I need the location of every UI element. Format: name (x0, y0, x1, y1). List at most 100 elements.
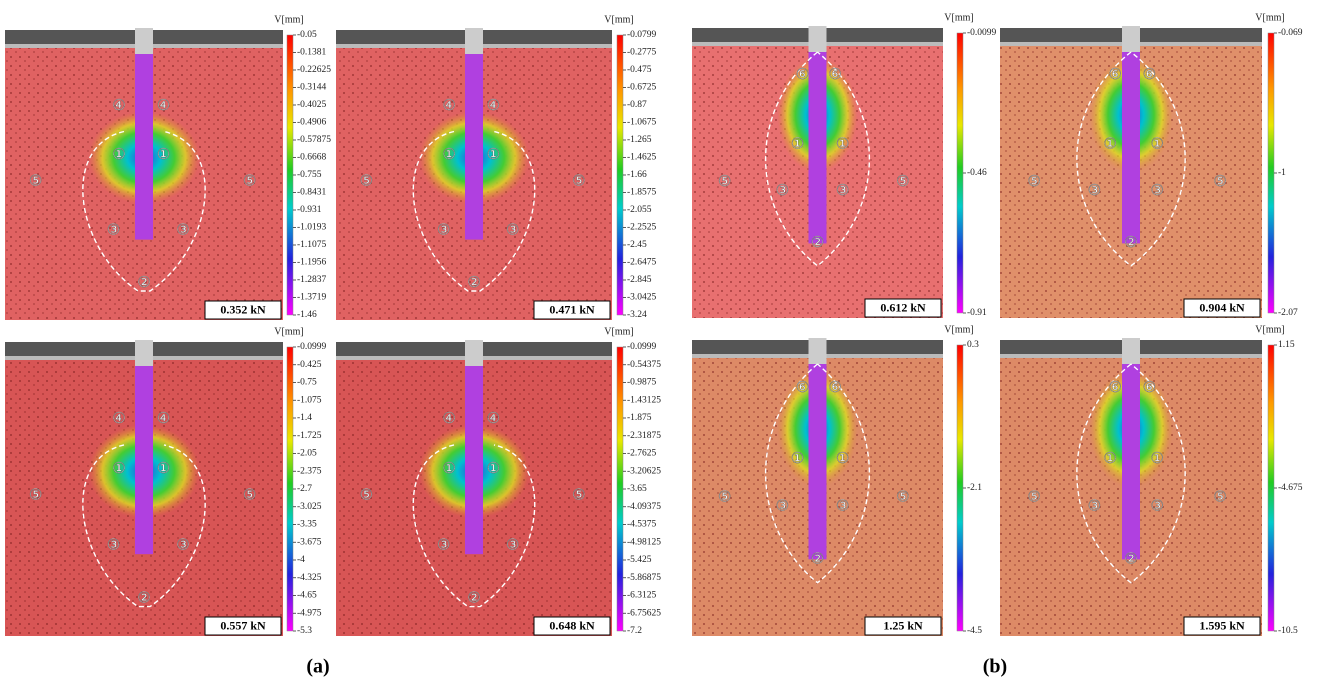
region-label: ③ (506, 535, 519, 553)
colorbar-label: -1.4 (297, 413, 312, 423)
colorbar-label: -1.46 (297, 310, 317, 320)
region-label: ① (487, 145, 500, 163)
colorbar-label: -1.2837 (297, 275, 327, 285)
colorbar-label: -5.425 (627, 555, 652, 565)
clamp (135, 28, 153, 58)
outline (1076, 51, 1186, 267)
colorbar (1267, 32, 1275, 314)
colorbar-label: -1.1075 (297, 240, 327, 250)
region-label: ⑥ (1143, 65, 1156, 83)
region-label: ⑤ (896, 172, 909, 190)
region-label: ⑤ (1027, 172, 1040, 190)
region-label: ③ (836, 496, 849, 514)
colorbar-label: -0.1381 (297, 48, 327, 58)
region-label: ② (467, 273, 480, 291)
load-box (1183, 298, 1261, 318)
outline (764, 363, 871, 584)
colorbar-label: -0.6668 (297, 153, 327, 163)
region-label: ① (1103, 449, 1116, 467)
region-label: ④ (487, 96, 500, 114)
colorbar-unit: V[mm] (274, 326, 303, 337)
region-label: ① (112, 145, 125, 163)
colorbar-label: -5.3 (297, 626, 312, 636)
region-label: ③ (1150, 496, 1163, 514)
region-label: ③ (107, 221, 120, 239)
stem (135, 54, 153, 240)
colorbar-label: -0.0099 (967, 28, 997, 38)
region-label: ④ (112, 96, 125, 114)
region-label: ② (1124, 233, 1137, 251)
region-label: ② (811, 233, 824, 251)
colorbar (616, 346, 624, 632)
colorbar-label: -3.24 (627, 310, 647, 320)
region-label: ③ (176, 535, 189, 553)
region-label: ⑤ (1213, 487, 1226, 505)
colorbar-label: -1.875 (627, 413, 652, 423)
outline (1076, 363, 1186, 584)
region-label: ⑥ (828, 378, 841, 396)
colorbar-label: -0.2775 (627, 48, 657, 58)
colorbar-label: -1.0193 (297, 223, 327, 233)
colorbar-unit: V[mm] (274, 14, 303, 25)
colorbar-label: -2.05 (297, 449, 317, 459)
region-label: ② (137, 273, 150, 291)
colorbar-label: -2.845 (627, 275, 652, 285)
region-label: ⑤ (243, 485, 256, 503)
colorbar-label: -1.43125 (627, 395, 661, 405)
colorbar-label: -2.31875 (627, 431, 661, 441)
colorbar-label: -2.1 (967, 483, 982, 493)
colorbar-label: -0.54375 (627, 360, 661, 370)
colorbar-label: -0.4906 (297, 118, 327, 128)
region-label: ⑤ (572, 485, 585, 503)
region-label: ④ (487, 409, 500, 427)
colorbar-label: -0.4025 (297, 100, 327, 110)
colorbar-label: -0.9875 (627, 378, 657, 388)
colorbar-label: -4.5375 (627, 520, 657, 530)
clamp (465, 340, 483, 370)
colorbar-unit: V[mm] (1255, 12, 1284, 23)
colorbar-label: -0.6725 (627, 83, 657, 93)
region-label: ③ (776, 496, 789, 514)
outline (82, 130, 206, 292)
colorbar-label: -2.7 (297, 484, 312, 494)
region-label: ③ (1088, 496, 1101, 514)
region-label: ① (836, 135, 849, 153)
colorbar (956, 32, 964, 314)
colorbar-label: -1.4625 (627, 153, 657, 163)
region-label: ① (157, 145, 170, 163)
region-label: ② (137, 588, 150, 606)
clamp (1122, 338, 1140, 368)
region-label: ④ (442, 409, 455, 427)
region-label: ⑤ (360, 171, 373, 189)
region-label: ① (442, 459, 455, 477)
region-label: ⑤ (29, 171, 42, 189)
colorbar-label: -3.35 (297, 520, 317, 530)
colorbar-label: -4.5 (967, 626, 982, 636)
region-label: ① (791, 135, 804, 153)
region-label: ⑥ (796, 65, 809, 83)
region-label: ③ (1088, 181, 1101, 199)
load-box (533, 616, 611, 636)
region-label: ① (112, 459, 125, 477)
colorbar-label: -0.0999 (627, 342, 657, 352)
colorbar-label: -0.425 (297, 360, 322, 370)
colorbar-unit: V[mm] (944, 324, 973, 335)
colorbar-label: -0.8431 (297, 188, 327, 198)
colorbar (616, 34, 624, 316)
region-label: ③ (437, 221, 450, 239)
region-label: ⑤ (1213, 172, 1226, 190)
colorbar (286, 346, 294, 632)
colorbar-label: -0.75 (297, 378, 317, 388)
load-label: 0.904 kN (1199, 300, 1245, 314)
colorbar-label: -4 (297, 555, 305, 565)
load-label: 0.471 kN (549, 302, 595, 316)
region-label: ④ (112, 409, 125, 427)
colorbar-label: -1.66 (627, 170, 647, 180)
region-label: ① (487, 459, 500, 477)
load-label: 1.595 kN (1199, 618, 1245, 632)
region-label: ① (836, 449, 849, 467)
region-label: ③ (506, 221, 519, 239)
colorbar-label: -3.0425 (627, 293, 657, 303)
caption: (a) (306, 656, 329, 678)
